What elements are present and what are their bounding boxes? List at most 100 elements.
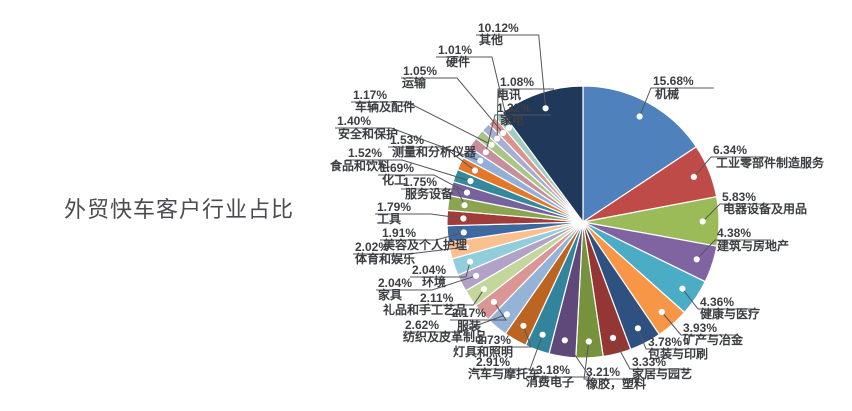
- slice-pct-label: 1.75%: [403, 175, 437, 189]
- slice-name-label: 包装与印刷: [647, 346, 708, 361]
- leader-dot: [460, 229, 467, 236]
- leader-line: [380, 231, 464, 241]
- leader-line: [335, 127, 481, 162]
- slice-pct-label: 1.05%: [403, 64, 437, 78]
- chart-title: 外贸快车客户行业占比: [64, 197, 295, 222]
- leader-line: [637, 328, 702, 350]
- slice-pct-label: 2.17%: [452, 306, 486, 320]
- leader-dot: [460, 215, 467, 222]
- slice-name-label: 电讯: [497, 87, 521, 102]
- pie-slice: [582, 85, 697, 223]
- leader-dot: [634, 325, 642, 332]
- slice-pct-label: 2.11%: [420, 291, 454, 305]
- slice-name-label: 工业零部件制造服务: [716, 155, 825, 170]
- leader-line: [474, 334, 544, 370]
- slice-name-label: 测量和分析仪器: [392, 144, 477, 159]
- slice-pct-label: 1.08%: [500, 75, 534, 89]
- slice-name-label: 纺织及皮革制品: [403, 329, 487, 344]
- leader-lines: [335, 34, 776, 380]
- slice-pct-label: 1.01%: [438, 43, 472, 57]
- slice-name-label: 礼品和手工艺品: [383, 302, 467, 317]
- leader-dot: [690, 173, 698, 180]
- slice-name-label: 环境: [422, 274, 446, 289]
- leader-line: [353, 246, 467, 255]
- leader-line: [702, 203, 776, 222]
- slice-name-label: 食品和饮料: [329, 158, 390, 173]
- leader-dot: [693, 256, 700, 263]
- leader-line: [410, 261, 471, 278]
- slice-name-label: 服装: [457, 318, 481, 333]
- leader-dot: [561, 337, 568, 344]
- slice-name-label: 家具: [378, 287, 402, 302]
- slice-pct-label: 3.18%: [536, 363, 570, 377]
- slice-pct-label: 2.02%: [355, 240, 389, 254]
- leader-line: [639, 87, 714, 117]
- leader-dot: [499, 129, 507, 137]
- leader-line: [612, 337, 686, 370]
- leader-line: [534, 340, 591, 378]
- slice-labels: 15.68%机械 6.34%工业零部件制造服务 5.83%电器设备及用品 4.38%建…: [329, 21, 825, 391]
- slice-name-label: 电器设备及用品: [723, 201, 807, 216]
- leader-dot: [473, 272, 480, 279]
- leader-dot: [477, 157, 484, 164]
- leader-dot: [679, 285, 686, 292]
- slice-name-label: 其他: [479, 32, 503, 47]
- slice-pct-label: 1.69%: [380, 161, 414, 175]
- slice-name-label: 美容及个人护理: [383, 237, 467, 252]
- leader-dot: [699, 218, 706, 225]
- slice-name-label: 家居与园艺: [632, 366, 692, 381]
- slice-pct-label: 15.68%: [653, 74, 694, 88]
- slice-name-label: 机械: [655, 86, 679, 101]
- slice-pct-label: 4.36%: [700, 295, 734, 309]
- slice-pct-label: 6.34%: [713, 143, 747, 157]
- leader-line: [401, 188, 465, 206]
- slice-pct-label: 2.73%: [477, 333, 511, 347]
- leader-dot: [471, 167, 479, 174]
- leader-line: [682, 288, 754, 310]
- leader-dot: [505, 124, 512, 132]
- leader-dot: [461, 202, 468, 209]
- slice-pct-label: 3.78%: [648, 335, 682, 349]
- slice-name-label: 体育和娱乐: [355, 251, 415, 266]
- leader-dot: [467, 177, 474, 185]
- leader-line: [661, 311, 737, 336]
- leader-dot: [539, 331, 546, 338]
- leader-line: [376, 275, 477, 291]
- leader-line: [485, 114, 551, 153]
- leader-dot: [467, 258, 474, 265]
- pie-slice: [501, 85, 584, 223]
- slice-pct-label: 10.12%: [478, 21, 519, 35]
- slice-pct-label: 1.17%: [353, 88, 387, 102]
- slice-name-label: 工具: [377, 212, 401, 226]
- slice-name-label: 家电: [500, 112, 524, 127]
- slice-name-label: 健康与医疗: [700, 306, 760, 321]
- leader-line: [583, 341, 640, 380]
- leader-dot: [585, 338, 592, 345]
- slice-name-label: 消费电子: [526, 374, 574, 389]
- leader-dot: [636, 113, 643, 120]
- leader-line: [346, 159, 471, 182]
- leader-dot: [480, 286, 488, 293]
- leader-line: [375, 213, 464, 219]
- leader-dot: [463, 189, 471, 196]
- slice-pct-label: 1.79%: [377, 200, 411, 214]
- leader-dots: [460, 105, 706, 345]
- slice-pct-label: 2.91%: [476, 355, 510, 369]
- slice-pct-label: 1.32%: [497, 101, 531, 115]
- slice-pct-label: 1.52%: [348, 146, 382, 160]
- slice-name-label: 橡胶，塑料: [586, 376, 646, 391]
- leader-line: [475, 325, 532, 348]
- slice-name-label: 建筑与房地产: [716, 238, 789, 253]
- slice-name-label: 车辆及配件: [355, 99, 415, 114]
- slice-name-label: 服务设备: [405, 186, 454, 201]
- slice-pct-label: 3.21%: [586, 365, 620, 379]
- leader-line: [351, 101, 492, 146]
- slice-name-label: 化工: [382, 172, 406, 187]
- slice-pct-label: 4.38%: [717, 226, 751, 240]
- leader-dot: [488, 141, 495, 148]
- leader-dot: [462, 243, 470, 251]
- pie-slices: [446, 85, 720, 359]
- leader-dot: [609, 334, 617, 341]
- leader-line: [378, 174, 468, 194]
